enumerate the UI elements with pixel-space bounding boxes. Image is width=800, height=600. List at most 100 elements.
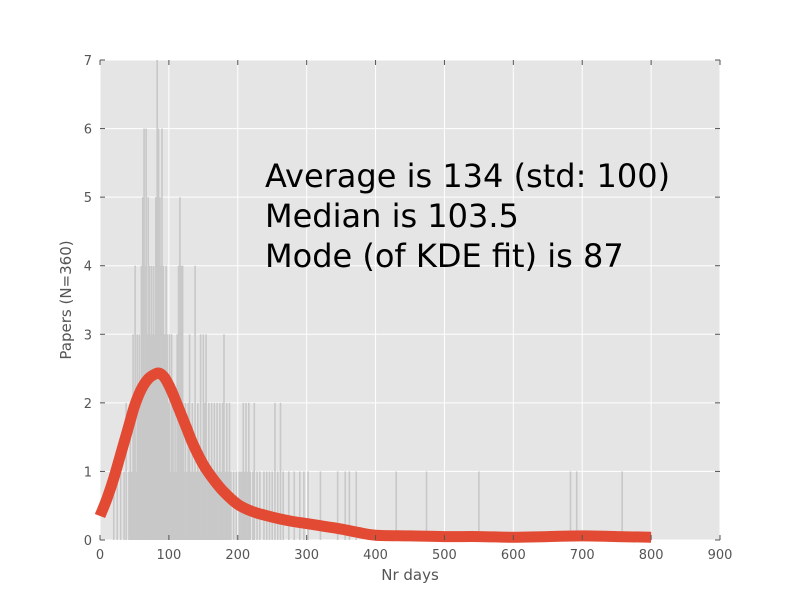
histogram-bar-96 bbox=[214, 471, 217, 540]
histogram-bar-86 bbox=[201, 471, 203, 540]
annotation-median: Median is 103.5 bbox=[265, 197, 519, 235]
histogram-bar-73 bbox=[185, 471, 187, 540]
histogram-bar-8 bbox=[132, 334, 134, 540]
histogram-bar-66 bbox=[179, 197, 181, 540]
histogram-bar-131 bbox=[287, 471, 290, 540]
histogram-bar-130 bbox=[282, 471, 285, 540]
histogram-bar-1 bbox=[116, 471, 119, 540]
histogram-bar-122 bbox=[259, 471, 261, 540]
histogram-bar-12 bbox=[136, 334, 138, 540]
x-tick-label-8: 800 bbox=[639, 548, 664, 563]
y-tick-label-0: 0 bbox=[84, 534, 92, 549]
histogram-bar-52 bbox=[165, 265, 167, 540]
y-tick-label-1: 1 bbox=[84, 465, 92, 480]
histogram-bar-60 bbox=[172, 471, 175, 540]
y-tick-label-6: 6 bbox=[84, 123, 92, 138]
histogram-bar-138 bbox=[344, 471, 347, 540]
histogram-bar-102 bbox=[223, 334, 225, 540]
histogram-bar-87 bbox=[202, 334, 205, 540]
histogram-bar-62 bbox=[174, 471, 177, 540]
histogram-bar-92 bbox=[209, 471, 212, 540]
y-tick-label-4: 4 bbox=[84, 260, 92, 275]
histogram-bar-98 bbox=[217, 471, 220, 540]
histogram-bar-71 bbox=[183, 471, 185, 540]
histogram-bar-128 bbox=[276, 471, 279, 540]
histogram-bar-97 bbox=[216, 402, 218, 540]
y-tick-label-2: 2 bbox=[84, 397, 92, 412]
histogram-bar-81 bbox=[194, 265, 196, 540]
x-tick-label-2: 200 bbox=[225, 548, 250, 563]
x-tick-label-9: 900 bbox=[708, 548, 733, 563]
histogram-bar-143 bbox=[478, 471, 480, 540]
histogram-bar-7 bbox=[130, 471, 133, 540]
histogram-bar-77 bbox=[189, 471, 192, 540]
histogram-bar-56 bbox=[168, 334, 171, 540]
y-tick-label-5: 5 bbox=[84, 191, 92, 206]
histogram-bar-119 bbox=[252, 471, 254, 540]
histogram-bar-82 bbox=[195, 471, 198, 540]
histogram-bar-29 bbox=[149, 334, 152, 540]
histogram-bar-75 bbox=[187, 402, 189, 540]
histogram-bar-24 bbox=[146, 334, 148, 540]
x-axis-label: Nr days bbox=[381, 566, 439, 584]
x-tick-label-3: 300 bbox=[294, 548, 319, 563]
histogram-bar-85 bbox=[199, 334, 202, 540]
kde-curve bbox=[94, 367, 652, 543]
histogram-bar-6 bbox=[129, 402, 132, 540]
histogram-bar-115 bbox=[245, 402, 247, 540]
histogram-bar-120 bbox=[253, 402, 256, 540]
histogram-bar-146 bbox=[621, 471, 623, 540]
x-tick-labels: 0 100 200 300 400 500 600 700 800 900 bbox=[96, 548, 733, 563]
annotation-average: Average is 134 (std: 100) bbox=[265, 157, 670, 195]
histogram-bar-54 bbox=[166, 334, 169, 540]
histogram-bar-142 bbox=[425, 471, 428, 540]
x-tick-label-5: 500 bbox=[432, 548, 457, 563]
x-tick-label-0: 0 bbox=[96, 548, 104, 563]
histogram-bar-79 bbox=[191, 402, 194, 540]
histogram-bar-94 bbox=[212, 471, 214, 540]
histogram-bar-3 bbox=[123, 471, 125, 540]
histogram-bar-104 bbox=[225, 402, 228, 540]
axis-ticks bbox=[99, 59, 721, 541]
histogram-bar-113 bbox=[242, 402, 245, 540]
histogram-bar-123 bbox=[263, 471, 265, 540]
histogram-bar-127 bbox=[274, 402, 276, 540]
y-axis-label: Papers (N=360) bbox=[57, 240, 75, 359]
histogram-bar-58 bbox=[170, 334, 173, 540]
histogram-bar-89 bbox=[205, 334, 207, 540]
histogram-bar-84 bbox=[198, 471, 200, 540]
histogram-bar-83 bbox=[197, 402, 199, 540]
histogram-bar-20 bbox=[143, 128, 145, 541]
histogram-bar-140 bbox=[355, 471, 358, 540]
histogram-bar-132 bbox=[293, 471, 296, 540]
x-tick-label-7: 700 bbox=[570, 548, 595, 563]
histogram-bar-2 bbox=[119, 471, 122, 540]
histogram-bar-0 bbox=[112, 471, 115, 540]
histogram-bar-133 bbox=[298, 471, 301, 540]
histogram-bar-90 bbox=[206, 471, 209, 540]
histogram-bar-121 bbox=[256, 471, 258, 540]
histogram-bar-135 bbox=[307, 471, 309, 540]
histogram-bar-126 bbox=[271, 471, 274, 540]
histogram-bar-144 bbox=[569, 471, 572, 540]
y-tick-labels: 0 1 2 3 4 5 6 7 bbox=[84, 54, 92, 549]
histogram-bar-139 bbox=[348, 471, 351, 540]
histogram-bar-4 bbox=[125, 402, 127, 540]
y-tick-label-7: 7 bbox=[84, 54, 92, 69]
histogram-bar-124 bbox=[265, 471, 268, 540]
histogram-bar-137 bbox=[336, 471, 339, 540]
histogram-bar-136 bbox=[319, 471, 322, 540]
histogram-bar-26 bbox=[147, 197, 150, 540]
histogram-bar-101 bbox=[221, 402, 224, 540]
histogram-bar-63 bbox=[176, 334, 178, 540]
histogram-bar-125 bbox=[268, 471, 271, 540]
annotation-mode: Mode (of KDE fit) is 87 bbox=[265, 237, 624, 275]
histogram-bar-103 bbox=[224, 471, 227, 540]
histogram-bar-129 bbox=[279, 402, 282, 540]
histogram-bar-106 bbox=[228, 402, 231, 540]
histogram-bar-141 bbox=[395, 471, 398, 540]
histogram-bar-34 bbox=[152, 265, 155, 540]
kde-curve-group bbox=[94, 367, 652, 543]
x-tick-label-6: 600 bbox=[501, 548, 526, 563]
